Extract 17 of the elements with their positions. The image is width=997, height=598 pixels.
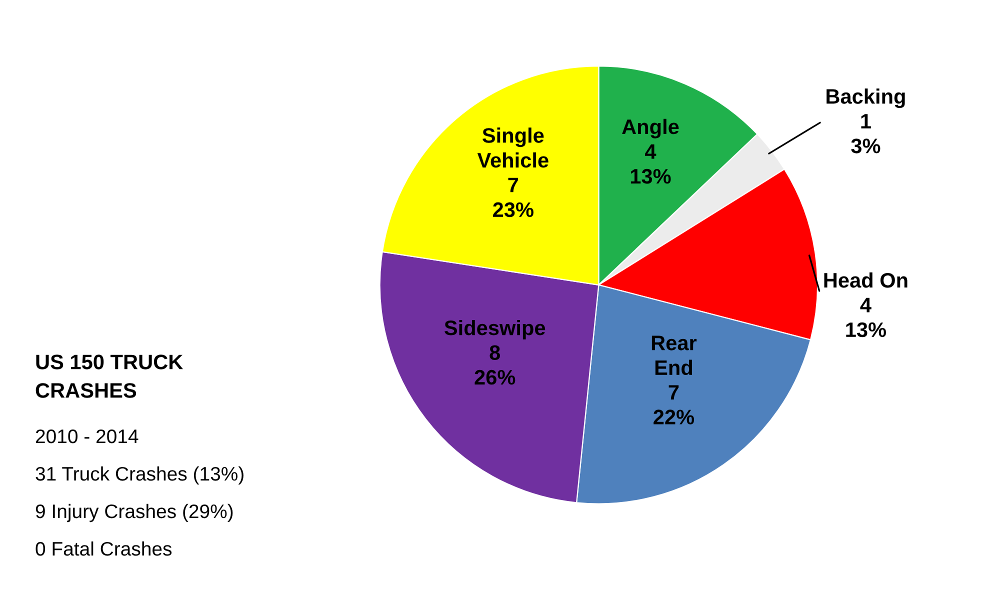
data-label: 8 26% [474, 345, 516, 385]
text: 0 Fatal Crashes [36, 541, 172, 556]
slice-label: Single Vehicle [477, 128, 548, 168]
text: 2010 - 2014 [36, 429, 138, 444]
data-label: 1 3% [851, 114, 880, 154]
data-label: 7 23% [493, 178, 534, 218]
slice-label: Rear End [652, 336, 697, 376]
data-label: 4 13% [846, 298, 886, 338]
data-label: 7 22% [654, 385, 694, 424]
slice-label: Head On [824, 272, 908, 288]
slice-label: Backing [826, 88, 905, 108]
slice-label: Angle [622, 118, 679, 138]
text: 31 Truck Crashes (13%) [36, 466, 244, 485]
text: US 150 TRUCK CRASHES [36, 354, 183, 398]
data-label: 4 13% [630, 144, 671, 184]
slice-label: Sideswipe [444, 320, 546, 340]
text: 9 Injury Crashes (29%) [36, 504, 233, 522]
